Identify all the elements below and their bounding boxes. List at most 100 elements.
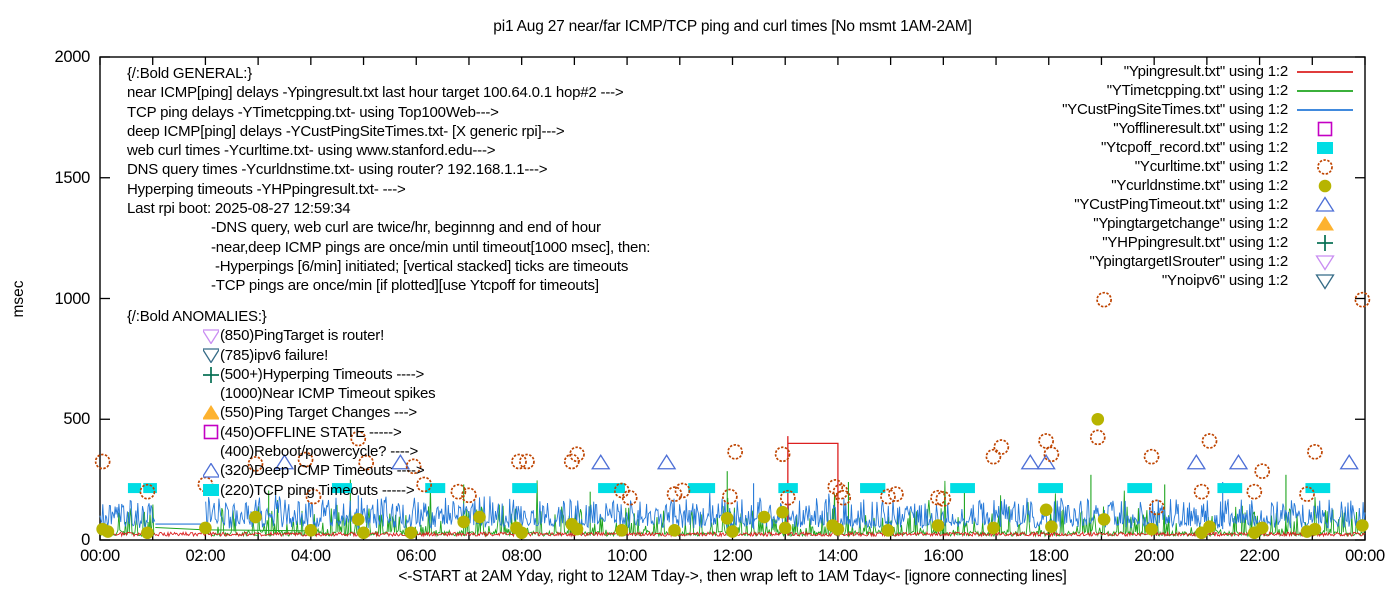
anomaly-note-row: (850)PingTarget is router! bbox=[127, 326, 435, 345]
legend-row: "Yofflineresult.txt" using 1:2 bbox=[930, 119, 1362, 138]
anomaly-note-row: (785)ipv6 failure! bbox=[127, 346, 435, 365]
notes-anomalies: {/:Bold ANOMALIES:} (850)PingTarget is ro… bbox=[127, 307, 436, 500]
legend: "Ypingresult.txt" using 1:2 "YTimetcpping… bbox=[930, 62, 1362, 290]
x-axis-label: <-START at 2AM Yday, right to 12AM Tday-… bbox=[398, 568, 1067, 585]
legend-label: "Yofflineresult.txt" using 1:2 bbox=[1113, 120, 1288, 137]
open-triangle-up-icon bbox=[203, 463, 219, 479]
legend-row: "YTimetcpping.txt" using 1:2 bbox=[930, 81, 1362, 100]
x-tick-label: 20:00 bbox=[1134, 547, 1175, 565]
filled-triangle-up-icon bbox=[203, 405, 219, 421]
series-YCustPingTimeout.txt bbox=[274, 454, 1359, 470]
filled-square-icon bbox=[1288, 139, 1362, 157]
legend-label: "YTimetcpping.txt" using 1:2 bbox=[1106, 82, 1288, 99]
x-tick-label: 14:00 bbox=[818, 547, 858, 565]
filled-square-icon bbox=[203, 482, 219, 498]
anomaly-note-text: (400)Reboot/powercycle? ----> bbox=[220, 443, 419, 461]
open-triangle-down-icon bbox=[1288, 272, 1362, 290]
open-triangle-down-icon bbox=[203, 328, 219, 344]
legend-label: "Ycurldnstime.txt" using 1:2 bbox=[1111, 177, 1288, 194]
note-line: web curl times -Ycurltime.txt- using www… bbox=[127, 142, 496, 160]
x-tick-label: 00:00 bbox=[80, 547, 120, 565]
notes-general-header: {/:Bold GENERAL:} bbox=[127, 65, 253, 82]
note-line: -near,deep ICMP pings are once/min until… bbox=[211, 238, 651, 256]
x-tick-label: 08:00 bbox=[501, 547, 542, 565]
y-tick-label: 2000 bbox=[54, 48, 90, 66]
plus-icon bbox=[1288, 234, 1362, 252]
y-tick-label: 1000 bbox=[54, 289, 90, 308]
anomaly-note-row: (550)Ping Target Changes ---> bbox=[127, 403, 435, 422]
legend-label: "Ynoipv6" using 1:2 bbox=[1161, 272, 1288, 289]
anomaly-note-text: (320)Deep ICMP Timeouts ----> bbox=[220, 462, 425, 480]
legend-row: "YCustPingSiteTimes.txt" using 1:2 bbox=[930, 100, 1362, 119]
anomaly-note-row: (500+)Hyperping Timeouts ----> bbox=[127, 365, 435, 384]
anomaly-note-text: (450)OFFLINE STATE -----> bbox=[220, 423, 402, 441]
legend-row: "YCustPingTimeout.txt" using 1:2 bbox=[930, 195, 1362, 214]
notes-general: {/:Bold GENERAL:} near ICMP[ping] delays … bbox=[127, 64, 650, 296]
legend-row: "Ypingresult.txt" using 1:2 bbox=[930, 62, 1362, 81]
series-Ycurltime.txt bbox=[94, 291, 1371, 516]
line-icon bbox=[1288, 101, 1362, 119]
legend-label: "YHPpingresult.txt" using 1:2 bbox=[1102, 234, 1288, 251]
legend-row: "Ycurltime.txt" using 1:2 bbox=[930, 157, 1362, 176]
note-line: near ICMP[ping] delays -Ypingresult.txt … bbox=[127, 84, 624, 102]
anomaly-note-text: (500+)Hyperping Timeouts ----> bbox=[220, 365, 425, 383]
legend-label: "Ypingresult.txt" using 1:2 bbox=[1123, 63, 1288, 80]
x-tick-label: 22:00 bbox=[1239, 547, 1280, 565]
legend-row: "Ytcpoff_record.txt" using 1:2 bbox=[930, 138, 1362, 157]
note-line: TCP ping delays -YTimetcpping.txt- using… bbox=[127, 103, 499, 121]
x-tick-label: 10:00 bbox=[607, 547, 647, 565]
open-triangle-down-icon bbox=[1288, 253, 1362, 271]
anomaly-note-row: (1000)Near ICMP Timeout spikes bbox=[127, 384, 436, 403]
series-Ycurldnstime.txt bbox=[96, 412, 1369, 540]
x-tick-label: 06:00 bbox=[396, 547, 437, 565]
legend-label: "Ycurltime.txt" using 1:2 bbox=[1134, 158, 1288, 175]
y-tick-label: 0 bbox=[81, 531, 90, 549]
anomaly-note-text: (220)TCP ping Timeouts -----> bbox=[220, 481, 415, 499]
plus-icon bbox=[203, 366, 219, 383]
series-Ytcpoff_record.txt bbox=[127, 483, 1331, 494]
note-line: -Hyperpings [6/min] initiated; [vertical… bbox=[211, 257, 629, 275]
note-line: Last rpi boot: 2025-08-27 12:59:34 bbox=[127, 200, 351, 218]
open-triangle-down-icon bbox=[203, 347, 219, 364]
anomaly-note-row: (320)Deep ICMP Timeouts ----> bbox=[127, 461, 435, 480]
anomaly-note-row: (450)OFFLINE STATE -----> bbox=[127, 423, 435, 442]
legend-row: "YHPpingresult.txt" using 1:2 bbox=[930, 233, 1362, 252]
open-square-icon bbox=[203, 424, 219, 440]
x-tick-label: 04:00 bbox=[290, 547, 331, 565]
filled-triangle-up-icon bbox=[1288, 215, 1362, 233]
anomaly-note-text: (1000)Near ICMP Timeout spikes bbox=[220, 385, 436, 403]
y-tick-label: 1500 bbox=[54, 168, 90, 187]
legend-row: "Ypingtargetchange" using 1:2 bbox=[930, 214, 1362, 233]
legend-label: "YCustPingSiteTimes.txt" using 1:2 bbox=[1062, 101, 1288, 118]
note-line: -DNS query, web curl are twice/hr, begin… bbox=[211, 219, 601, 237]
filled-circle-icon bbox=[1288, 177, 1362, 195]
x-tick-label: 00:00 bbox=[1345, 547, 1385, 565]
notes-anomalies-header: {/:Bold ANOMALIES:} bbox=[127, 308, 267, 325]
anomaly-note-text: (785)ipv6 failure! bbox=[220, 346, 329, 364]
note-line: -TCP pings are once/min [if plotted][use… bbox=[211, 277, 599, 295]
anomaly-note-text: (850)PingTarget is router! bbox=[220, 327, 385, 345]
note-line: Hyperping timeouts -YHPpingresult.txt- -… bbox=[127, 180, 406, 198]
y-tick-label: 500 bbox=[63, 410, 90, 429]
open-square-icon bbox=[1288, 120, 1362, 138]
open-triangle-up-icon bbox=[1288, 195, 1362, 214]
legend-row: "YpingtargetISrouter" using 1:2 bbox=[930, 252, 1362, 271]
anomaly-note-row: (400)Reboot/powercycle? ----> bbox=[127, 442, 435, 461]
line-icon bbox=[1288, 63, 1362, 81]
x-tick-label: 02:00 bbox=[185, 547, 226, 565]
legend-row: "Ynoipv6" using 1:2 bbox=[930, 271, 1362, 290]
legend-label: "YpingtargetISrouter" using 1:2 bbox=[1089, 253, 1289, 270]
line-icon bbox=[1288, 82, 1362, 100]
y-axis-label: msec bbox=[10, 280, 27, 318]
legend-label: "Ypingtargetchange" using 1:2 bbox=[1093, 215, 1288, 232]
x-tick-label: 16:00 bbox=[923, 547, 964, 565]
note-line: deep ICMP[ping] delays -YCustPingSiteTim… bbox=[127, 122, 565, 140]
open-circle-icon bbox=[1288, 158, 1362, 176]
legend-label: "YCustPingTimeout.txt" using 1:2 bbox=[1074, 196, 1288, 213]
anomaly-note-row: (220)TCP ping Timeouts -----> bbox=[127, 481, 435, 500]
anomaly-note-text: (550)Ping Target Changes ---> bbox=[220, 404, 417, 422]
legend-label: "Ytcpoff_record.txt" using 1:2 bbox=[1101, 139, 1288, 156]
x-tick-label: 18:00 bbox=[1028, 547, 1069, 565]
